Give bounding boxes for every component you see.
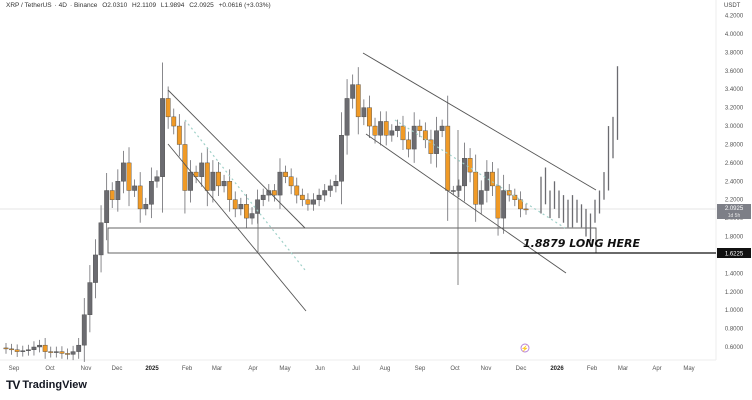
candlestick-series bbox=[3, 62, 529, 362]
level-price-value: 1.6225 bbox=[725, 252, 744, 258]
price-tick: 1.0000 bbox=[725, 308, 744, 314]
lightning-glyph: ⚡ bbox=[521, 345, 528, 353]
exchange: Binance bbox=[73, 2, 98, 9]
time-tick: Sep bbox=[9, 366, 20, 372]
current-price-value: 2.0925 bbox=[725, 206, 744, 212]
interval[interactable]: 4D bbox=[58, 2, 67, 9]
tradingview-mark-icon: TV bbox=[6, 378, 20, 392]
lightning-event-icon[interactable] bbox=[520, 343, 530, 353]
price-tick: 2.6000 bbox=[725, 161, 744, 167]
price-tick: 2.8000 bbox=[725, 142, 744, 148]
dotted-midline-1[interactable] bbox=[184, 119, 306, 271]
price-tick: 3.2000 bbox=[725, 106, 744, 112]
channel-upper-line-1[interactable] bbox=[167, 89, 306, 229]
level-price-tag bbox=[717, 248, 751, 258]
tradingview-logo[interactable]: TV TradingView bbox=[6, 378, 87, 392]
time-tick: Dec bbox=[112, 366, 123, 372]
dotted-midline-2[interactable] bbox=[394, 119, 566, 229]
time-tick: May bbox=[683, 366, 694, 372]
time-tick: Mar bbox=[212, 366, 222, 372]
time-tick: Feb bbox=[587, 366, 598, 372]
projection-bars bbox=[540, 66, 619, 242]
currency-label: USDT bbox=[724, 3, 741, 9]
time-tick: Jul bbox=[352, 366, 360, 372]
price-tick: 3.6000 bbox=[725, 69, 744, 75]
time-tick: Sep bbox=[415, 366, 426, 372]
drawings bbox=[107, 52, 716, 312]
time-tick: Apr bbox=[248, 366, 257, 372]
channel-lower-line-2[interactable] bbox=[365, 133, 567, 274]
channel-lower-line-1[interactable] bbox=[167, 143, 307, 312]
time-tick: Jun bbox=[315, 366, 325, 372]
time-tick: Dec bbox=[516, 366, 527, 372]
price-tick: 1.2000 bbox=[725, 290, 744, 296]
bar-countdown: 1d 5h bbox=[728, 213, 741, 219]
price-tick: 2.0000 bbox=[725, 216, 744, 222]
price-tick: 3.0000 bbox=[725, 124, 744, 130]
time-tick: 2025 bbox=[145, 366, 159, 372]
price-tick: 1.4000 bbox=[725, 271, 744, 277]
symbol-name[interactable]: XRP / TetherUS bbox=[6, 2, 52, 9]
time-tick: Mar bbox=[618, 366, 628, 372]
price-tick: 4.2000 bbox=[725, 14, 744, 20]
price-tick: 0.8000 bbox=[725, 327, 744, 333]
time-tick: Oct bbox=[450, 366, 460, 372]
tradingview-wordmark: TradingView bbox=[22, 379, 87, 391]
price-tick: 3.8000 bbox=[725, 50, 744, 56]
price-tick: 1.8000 bbox=[725, 235, 744, 241]
price-tick: 2.4000 bbox=[725, 179, 744, 185]
current-price-tag bbox=[717, 204, 751, 219]
ohlc-high: H2.1109 bbox=[132, 2, 157, 9]
time-tick: Aug bbox=[380, 366, 391, 372]
price-tick: 3.4000 bbox=[725, 87, 744, 93]
ohlc-open: O2.0310 bbox=[102, 2, 128, 9]
symbol-header: XRP / TetherUS · 4D · Binance O2.0310 H2.1… bbox=[6, 2, 271, 9]
time-tick: May bbox=[279, 366, 290, 372]
time-tick: Apr bbox=[652, 366, 661, 372]
price-tick: 2.2000 bbox=[725, 198, 744, 204]
support-zone-rectangle[interactable] bbox=[107, 227, 597, 254]
price-tick: 0.6000 bbox=[725, 345, 744, 351]
time-tick: Oct bbox=[45, 366, 55, 372]
ohlc-change: +0.0616 (+3.03%) bbox=[218, 2, 271, 9]
price-axis[interactable]: 4.2000 4.0000 3.8000 3.6000 3.4000 3.2000 3.00… bbox=[725, 14, 744, 351]
time-tick: Nov bbox=[81, 366, 92, 372]
time-tick: Feb bbox=[182, 366, 193, 372]
time-tick: 2026 bbox=[550, 366, 564, 372]
time-axis[interactable]: Sep Oct Nov Dec 2025 Feb Mar Apr May Jun Jul Aug Sep… bbox=[9, 366, 695, 372]
time-tick: Nov bbox=[481, 366, 492, 372]
price-tick: 4.0000 bbox=[725, 32, 744, 38]
long-annotation[interactable]: 1.8879 LONG HERE bbox=[523, 237, 641, 250]
ohlc-low: L1.9894 bbox=[160, 2, 185, 9]
channel-upper-line-2[interactable] bbox=[362, 52, 597, 191]
ohlc-close: C2.0925 bbox=[189, 2, 214, 9]
